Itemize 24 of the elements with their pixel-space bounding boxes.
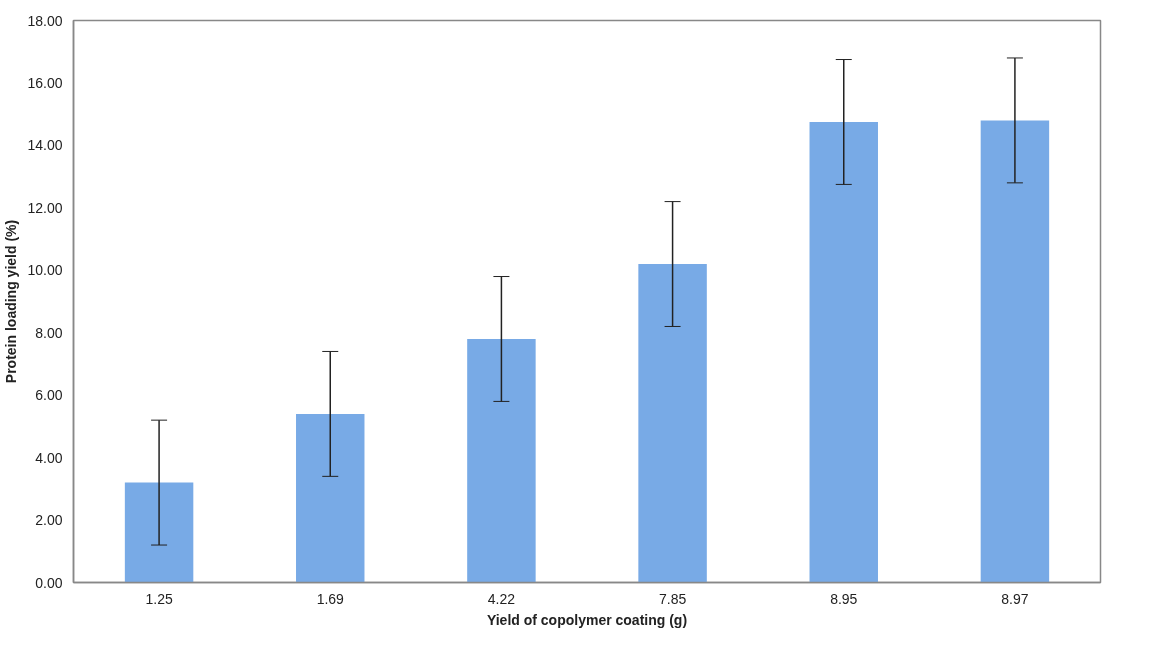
bar <box>296 413 365 583</box>
x-tick-label: 1.69 <box>316 590 345 607</box>
y-tick-label: 14.00 <box>27 137 63 154</box>
x-tick-label: 1.25 <box>145 590 173 607</box>
y-tick-label: 12.00 <box>27 199 63 216</box>
y-tick-label: 4.00 <box>35 449 63 466</box>
y-tick-label: 2.00 <box>35 512 63 529</box>
y-tick-label: 0.00 <box>35 574 63 591</box>
bar <box>809 121 878 583</box>
y-tick-label: 16.00 <box>27 74 63 91</box>
x-tick-label: 4.22 <box>487 590 516 607</box>
x-tick-label: 8.97 <box>1001 590 1029 607</box>
y-tick-label: 6.00 <box>35 387 63 404</box>
x-tick-label: 7.85 <box>658 590 687 607</box>
bar <box>638 264 707 583</box>
y-tick-label: 18.00 <box>27 12 63 29</box>
x-axis-title: Yield of copolymer coating (g) <box>486 611 688 628</box>
bar <box>467 338 536 583</box>
bar <box>124 482 194 583</box>
bar <box>980 120 1050 583</box>
y-axis-title: Protein loading yield (%) <box>3 219 20 384</box>
y-tick-label: 8.00 <box>35 324 63 341</box>
x-tick-label: 8.95 <box>830 590 858 607</box>
y-tick-label: 10.00 <box>27 262 63 279</box>
